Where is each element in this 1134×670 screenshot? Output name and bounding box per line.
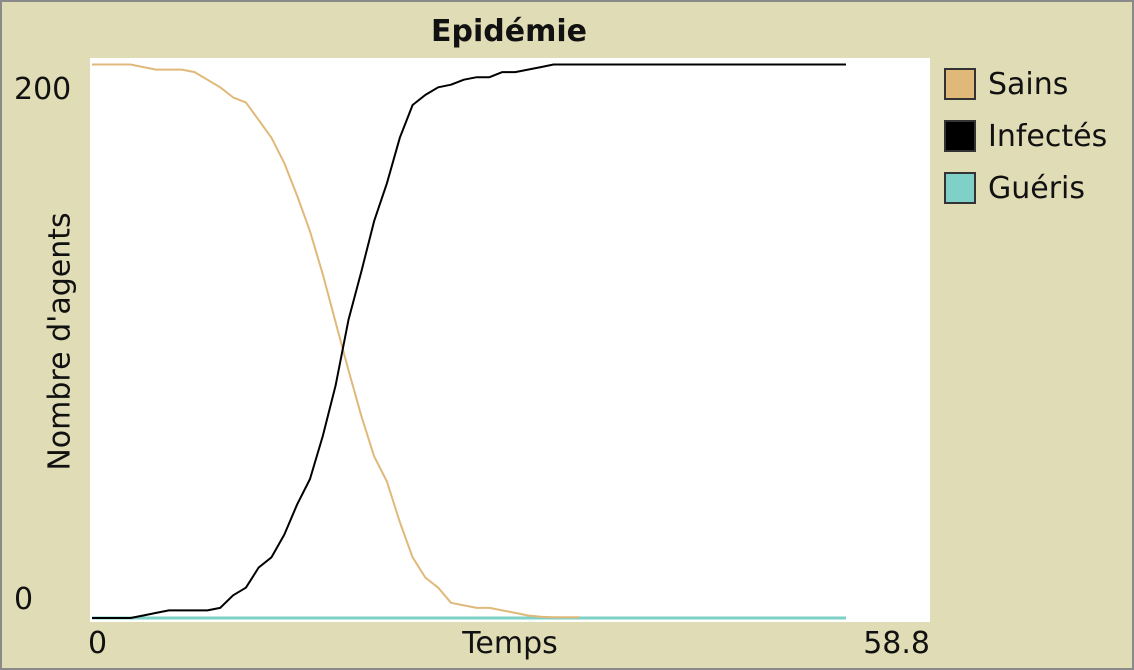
y-axis-label: Nombre d'agents — [42, 212, 78, 471]
series-line-infectes — [92, 63, 846, 619]
chart-canvas — [92, 63, 846, 620]
legend-swatch-gueris — [944, 172, 976, 204]
chart-title: Epidémie — [431, 14, 587, 49]
y-tick-label-min: 0 — [14, 582, 34, 617]
x-tick-label-max: 58.8 — [863, 626, 930, 661]
plot-area — [90, 58, 930, 622]
legend: Sains Infectés Guéris — [944, 58, 1107, 214]
legend-swatch-sains — [944, 68, 976, 100]
legend-item-infectes: Infectés — [944, 110, 1107, 162]
x-tick-label-min: 0 — [88, 626, 108, 661]
y-tick-label-max: 200 — [14, 72, 72, 107]
legend-item-sains: Sains — [944, 58, 1107, 110]
legend-item-gueris: Guéris — [944, 162, 1107, 214]
series-line-sains — [92, 63, 580, 619]
legend-swatch-infectes — [944, 120, 976, 152]
legend-label-gueris: Guéris — [988, 170, 1086, 206]
x-axis-label: Temps — [462, 626, 558, 661]
legend-label-sains: Sains — [988, 66, 1069, 102]
legend-label-infectes: Infectés — [988, 118, 1108, 154]
